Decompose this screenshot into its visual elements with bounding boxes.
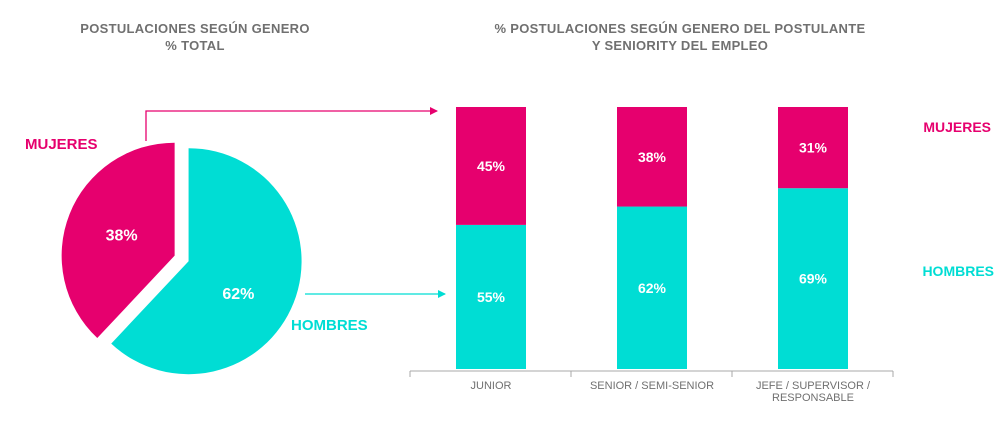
legend-label-hombres: HOMBRES xyxy=(922,263,994,279)
pie-label-mujeres: MUJERES xyxy=(25,136,98,153)
connector-arrows xyxy=(145,107,446,298)
bar-value-label-mujeres-2: 31% xyxy=(799,140,828,156)
pie-chart-title: POSTULACIONES SEGÚN GENERO % TOTAL xyxy=(60,20,330,54)
pie-chart: 38% 62% MUJERES HOMBRES xyxy=(25,136,368,375)
bar-title-line-2: Y SENIORITY DEL EMPLEO xyxy=(591,38,769,53)
bar-chart-title: % POSTULACIONES SEGÚN GENERO DEL POSTULA… xyxy=(450,20,910,54)
bar-mujeres-1 xyxy=(617,107,687,207)
stacked-bar-chart: 55% 45% JUNIOR 62% 38% SENIOR / SEMI-SENIOR 69… xyxy=(409,107,894,404)
bar-value-label-mujeres-1: 38% xyxy=(638,149,667,165)
category-label-2-0: JEFE / SUPERVISOR / xyxy=(756,380,871,392)
bar-hombres-0 xyxy=(456,224,526,369)
bar-value-label-mujeres-0: 45% xyxy=(477,158,506,174)
bar-value-label-hombres-2: 69% xyxy=(799,271,828,287)
bar-mujeres-0 xyxy=(456,107,526,225)
pie-label-hombres: HOMBRES xyxy=(291,317,368,334)
bar-legend: MUJERES HOMBRES xyxy=(922,119,994,279)
bar-value-label-hombres-0: 55% xyxy=(477,289,506,305)
pie-value-label-hombres: 62% xyxy=(222,286,254,303)
bar-title-line-1: % POSTULACIONES SEGÚN GENERO DEL POSTULA… xyxy=(494,21,866,36)
category-label-1-0: SENIOR / SEMI-SENIOR xyxy=(590,380,714,392)
pie-value-label-mujeres: 38% xyxy=(106,228,138,245)
bar-mujeres-2 xyxy=(778,107,848,189)
pie-slice-hombres xyxy=(111,148,302,375)
category-label-2-1: RESPONSABLE xyxy=(772,392,854,404)
legend-label-mujeres: MUJERES xyxy=(923,119,991,135)
pie-title-line-2: % TOTAL xyxy=(165,38,225,53)
bar-hombres-1 xyxy=(617,206,687,369)
arrow-mujeres xyxy=(145,107,438,141)
category-label-0-0: JUNIOR xyxy=(471,380,512,392)
bar-value-label-hombres-1: 62% xyxy=(638,280,667,296)
bar-hombres-2 xyxy=(778,188,848,369)
pie-slice-mujeres xyxy=(61,142,175,339)
pie-title-line-1: POSTULACIONES SEGÚN GENERO xyxy=(80,21,310,36)
